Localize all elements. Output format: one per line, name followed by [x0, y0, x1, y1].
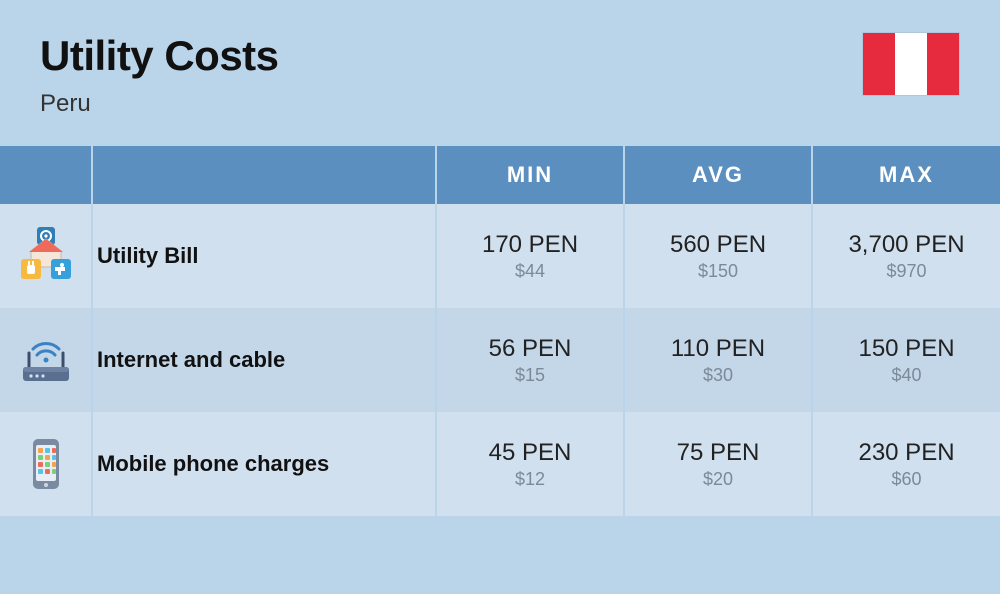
value-primary: 45 PEN — [437, 439, 623, 467]
table-row: Utility Bill 170 PEN $44 560 PEN $150 3,… — [0, 204, 1000, 308]
header-min: MIN — [436, 146, 624, 204]
value-secondary: $150 — [625, 261, 811, 282]
value-secondary: $20 — [625, 469, 811, 490]
cell-min: 56 PEN $15 — [436, 308, 624, 412]
cell-avg: 560 PEN $150 — [624, 204, 812, 308]
value-secondary: $30 — [625, 365, 811, 386]
cell-max: 150 PEN $40 — [812, 308, 1000, 412]
header-blank-icon — [0, 146, 92, 204]
router-icon — [0, 308, 92, 412]
row-label: Utility Bill — [92, 204, 436, 308]
table-row: Internet and cable 56 PEN $15 110 PEN $3… — [0, 308, 1000, 412]
cell-min: 45 PEN $12 — [436, 412, 624, 516]
value-secondary: $40 — [813, 365, 1000, 386]
utility-costs-table: MIN AVG MAX — [0, 146, 1000, 516]
header: Utility Costs Peru — [0, 0, 1000, 146]
header-max: MAX — [812, 146, 1000, 204]
value-primary: 110 PEN — [625, 335, 811, 363]
header-text: Utility Costs Peru — [40, 32, 279, 118]
value-secondary: $44 — [437, 261, 623, 282]
page-title: Utility Costs — [40, 32, 279, 80]
value-primary: 560 PEN — [625, 231, 811, 259]
cell-min: 170 PEN $44 — [436, 204, 624, 308]
header-blank-label — [92, 146, 436, 204]
utility-bill-icon — [0, 204, 92, 308]
value-secondary: $12 — [437, 469, 623, 490]
value-secondary: $60 — [813, 469, 1000, 490]
table-row: Mobile phone charges 45 PEN $12 75 PEN $… — [0, 412, 1000, 516]
value-primary: 3,700 PEN — [813, 231, 1000, 259]
row-label: Internet and cable — [92, 308, 436, 412]
row-label: Mobile phone charges — [92, 412, 436, 516]
value-primary: 56 PEN — [437, 335, 623, 363]
header-avg: AVG — [624, 146, 812, 204]
mobile-phone-icon — [0, 412, 92, 516]
value-primary: 170 PEN — [437, 231, 623, 259]
country-name: Peru — [40, 90, 279, 118]
peru-flag-icon — [862, 32, 960, 96]
value-secondary: $970 — [813, 261, 1000, 282]
value-primary: 230 PEN — [813, 439, 1000, 467]
value-primary: 150 PEN — [813, 335, 1000, 363]
cell-avg: 110 PEN $30 — [624, 308, 812, 412]
table-header-row: MIN AVG MAX — [0, 146, 1000, 204]
cell-max: 230 PEN $60 — [812, 412, 1000, 516]
cell-max: 3,700 PEN $970 — [812, 204, 1000, 308]
cell-avg: 75 PEN $20 — [624, 412, 812, 516]
value-primary: 75 PEN — [625, 439, 811, 467]
value-secondary: $15 — [437, 365, 623, 386]
